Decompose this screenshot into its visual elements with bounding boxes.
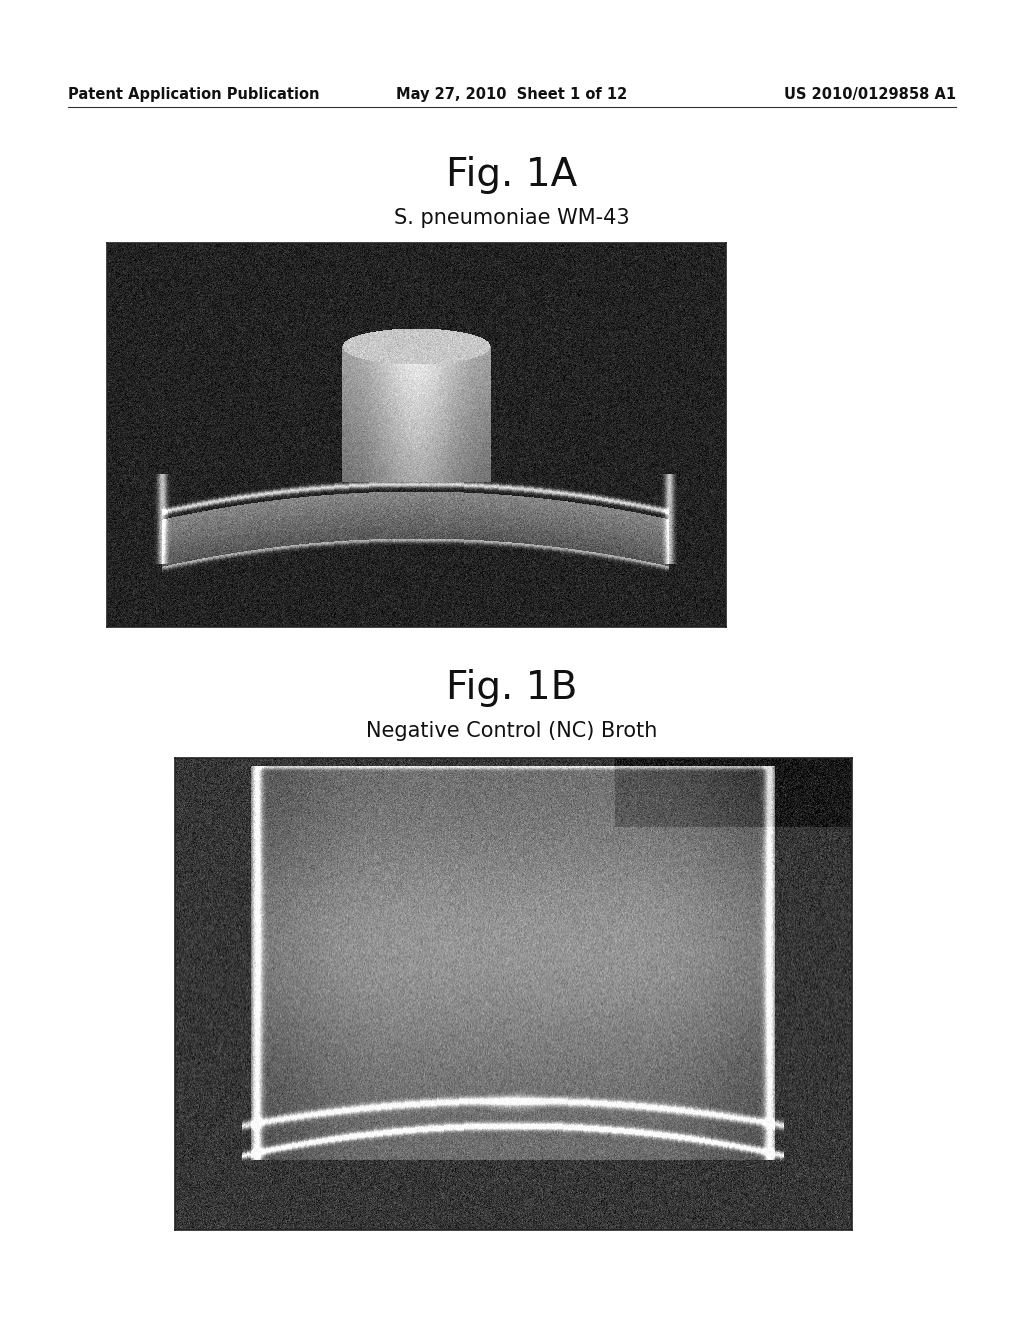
Text: Negative Control (NC) Broth: Negative Control (NC) Broth (367, 721, 657, 741)
Text: US 2010/0129858 A1: US 2010/0129858 A1 (784, 87, 956, 103)
Text: May 27, 2010  Sheet 1 of 12: May 27, 2010 Sheet 1 of 12 (396, 87, 628, 103)
Text: S. pneumoniae WM-43: S. pneumoniae WM-43 (394, 209, 630, 228)
Text: Patent Application Publication: Patent Application Publication (68, 87, 319, 103)
Text: Fig. 1A: Fig. 1A (446, 156, 578, 194)
Text: Fig. 1B: Fig. 1B (446, 669, 578, 708)
